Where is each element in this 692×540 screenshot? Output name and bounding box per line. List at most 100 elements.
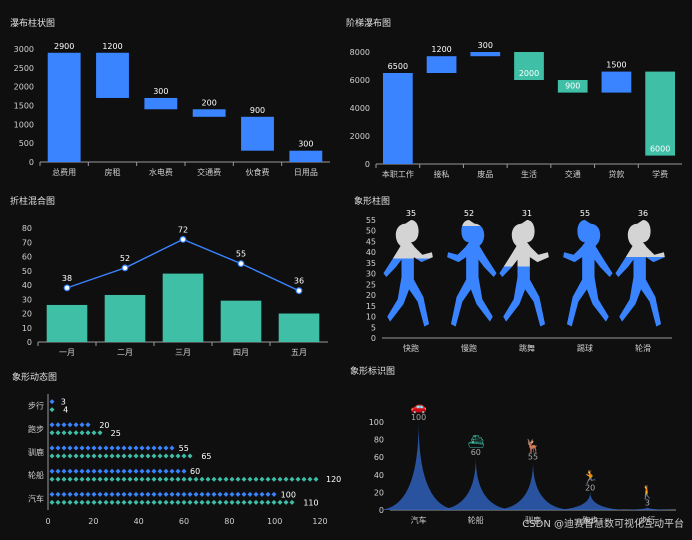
diamond-marker	[73, 468, 79, 474]
diamond-marker	[235, 491, 241, 497]
diamond-marker	[163, 468, 169, 474]
data-label: 55	[236, 250, 246, 259]
x-tick-label: 跑步	[582, 516, 598, 525]
y-tick-label: 轮船	[28, 470, 44, 480]
data-label: 4	[63, 406, 68, 415]
diamond-marker	[139, 491, 145, 497]
diamond-marker	[241, 476, 247, 482]
y-tick-label: 500	[19, 139, 34, 148]
pictorial-bar-chart: 0510152025303540455055快跑35慢跑52跳舞31踢球55轮滑…	[366, 209, 672, 353]
line-point	[63, 284, 71, 292]
chart-title: 折柱混合图	[10, 197, 56, 207]
diamond-marker	[247, 476, 253, 482]
diamond-marker	[49, 407, 55, 413]
x-tick-label: 步行	[639, 515, 655, 525]
diamond-marker	[115, 453, 121, 459]
chart-title: 象形动态图	[12, 373, 58, 383]
diamond-marker	[211, 491, 217, 497]
diamond-marker	[55, 422, 61, 428]
diamond-marker	[205, 491, 211, 497]
diamond-marker	[79, 430, 85, 436]
diamond-marker	[61, 476, 67, 482]
diamond-marker	[283, 476, 289, 482]
y-tick-label: 10	[366, 313, 376, 322]
diamond-marker	[217, 476, 223, 482]
pictorial-dynamic-chart: 0 20 40 60 80 100 120 汽车 100 110 轮船 60 120 驯鹿 55 65 跑步 20…	[28, 394, 341, 526]
diamond-marker	[109, 491, 115, 497]
y-tick-label: 30	[22, 295, 32, 304]
diamond-marker	[127, 468, 133, 474]
chart-title: 象形标识图	[350, 367, 396, 377]
diamond-marker	[55, 468, 61, 474]
diamond-marker	[121, 453, 127, 459]
y-tick-label: 40	[22, 281, 32, 290]
x-tick-label: 交通	[565, 169, 581, 179]
diamond-marker	[103, 499, 109, 505]
diamond-marker	[103, 491, 109, 497]
diamond-marker	[73, 453, 79, 459]
diamond-marker	[115, 445, 121, 451]
bar	[96, 52, 129, 98]
deer-icon: 🦌	[525, 439, 541, 455]
data-label: 2900	[54, 42, 74, 51]
x-tick-label: 0	[45, 517, 50, 526]
diamond-marker	[235, 476, 241, 482]
diamond-marker	[211, 476, 217, 482]
diamond-marker	[61, 499, 67, 505]
diamond-marker	[133, 468, 139, 474]
x-tick-label: 废品	[477, 169, 493, 179]
diamond-marker	[91, 453, 97, 459]
diamond-marker	[109, 499, 115, 505]
diamond-marker	[229, 491, 235, 497]
diamond-marker	[181, 491, 187, 497]
data-label: 25	[111, 429, 121, 438]
stepped-waterfall-chart: 0 2000 4000 6000 8000 本职工作 6500 接私 1200 废品 300 生活 20…	[350, 41, 682, 179]
diamond-marker	[139, 476, 145, 482]
diamond-marker	[181, 499, 187, 505]
y-tick-label: 40	[374, 471, 384, 480]
person-figure	[563, 220, 613, 327]
diamond-marker	[157, 491, 163, 497]
diamond-marker	[85, 468, 91, 474]
x-tick-label: 交通费	[197, 167, 221, 177]
x-tick-label: 总费用	[52, 167, 76, 177]
diamond-marker	[157, 499, 163, 505]
pictorial-dynamic-panel: 象形动态图 0 20 40 60 80 100 120 汽车 100 110 轮船 60 120 驯鹿 55…	[0, 360, 346, 536]
diamond-marker	[283, 499, 289, 505]
diamond-marker	[133, 476, 139, 482]
diamond-marker	[49, 499, 55, 505]
diamond-marker	[115, 476, 121, 482]
diamond-marker	[55, 445, 61, 451]
peak-shape	[606, 507, 689, 510]
diamond-marker	[49, 445, 55, 451]
diamond-marker	[259, 476, 265, 482]
diamond-marker	[97, 468, 103, 474]
x-tick-label: 一月	[59, 348, 75, 357]
chart-title: 象形柱图	[354, 197, 391, 207]
pictorial-marker-panel: 象形动态图 象形标识图 020406080100汽车100🚗轮船60⛴驯鹿55🦌…	[346, 360, 692, 536]
diamond-marker	[85, 422, 91, 428]
diamond-marker	[181, 476, 187, 482]
diamond-marker	[91, 445, 97, 451]
diamond-marker	[73, 445, 79, 451]
diamond-marker	[55, 453, 61, 459]
x-tick-label: 二月	[117, 348, 133, 357]
diamond-marker	[181, 468, 187, 474]
diamond-marker	[235, 499, 241, 505]
data-label: 1200	[431, 45, 451, 54]
diamond-marker	[49, 453, 55, 459]
pictorial-bar-panel: 象形柱图 0 5 10 15 20 25 30 35 40 45 50 55 快跑 35 慢跑 52 跳舞 31 踢…	[346, 180, 692, 360]
diamond-marker	[253, 476, 259, 482]
diamond-marker	[103, 476, 109, 482]
diamond-marker	[85, 430, 91, 436]
diamond-marker	[61, 491, 67, 497]
diamond-marker	[61, 468, 67, 474]
y-tick-label: 50	[366, 227, 376, 236]
diamond-marker	[127, 491, 133, 497]
diamond-marker	[175, 468, 181, 474]
diamond-marker	[145, 476, 151, 482]
bar	[557, 80, 588, 93]
diamond-marker	[229, 476, 235, 482]
diamond-marker	[151, 491, 157, 497]
x-tick-label: 40	[134, 517, 144, 526]
